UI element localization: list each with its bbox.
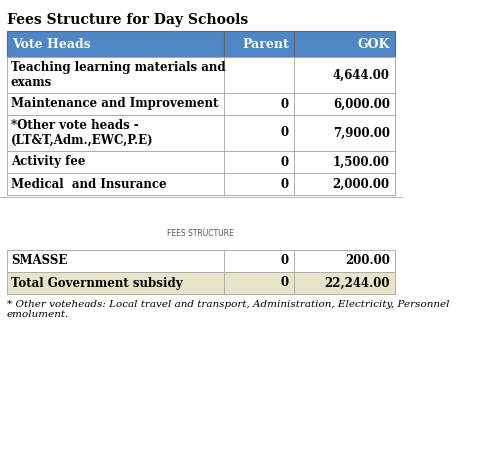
Bar [224, 93, 294, 115]
Bar [224, 31, 294, 57]
Bar [7, 250, 395, 272]
Text: Total Government subsidy: Total Government subsidy [11, 276, 182, 290]
Text: 0: 0 [281, 127, 289, 139]
Text: 0: 0 [281, 178, 289, 190]
Bar [7, 115, 224, 151]
Bar [7, 151, 224, 173]
Text: 7,900.00: 7,900.00 [333, 127, 390, 139]
Bar [7, 250, 224, 272]
Text: 0: 0 [281, 254, 289, 268]
Text: Medical  and Insurance: Medical and Insurance [11, 178, 167, 190]
Bar [294, 151, 395, 173]
Text: SMASSE: SMASSE [11, 254, 67, 268]
Bar [7, 173, 224, 195]
Bar [224, 173, 294, 195]
Text: 1,500.00: 1,500.00 [333, 155, 390, 169]
Text: Vote Heads: Vote Heads [12, 38, 91, 50]
Bar [7, 57, 224, 93]
Text: * Other voteheads: Local travel and transport, Administration, Electricity, Pers: * Other voteheads: Local travel and tran… [7, 300, 449, 319]
Text: 0: 0 [281, 97, 289, 111]
Text: GOK: GOK [358, 38, 390, 50]
Bar [7, 272, 395, 294]
Bar [224, 151, 294, 173]
Bar [294, 173, 395, 195]
Bar [224, 272, 294, 294]
Bar [294, 93, 395, 115]
Bar [224, 115, 294, 151]
Text: 6,000.00: 6,000.00 [333, 97, 390, 111]
Bar [7, 151, 395, 173]
Text: FEES STRUCTURE: FEES STRUCTURE [168, 229, 234, 238]
Text: 2,000.00: 2,000.00 [333, 178, 390, 190]
Bar [294, 250, 395, 272]
Text: Maintenance and Improvement: Maintenance and Improvement [11, 97, 218, 111]
Text: 0: 0 [281, 155, 289, 169]
Text: 200.00: 200.00 [345, 254, 390, 268]
Bar [7, 31, 224, 57]
Bar [7, 115, 395, 151]
Bar [294, 57, 395, 93]
Text: Activity fee: Activity fee [11, 155, 85, 169]
Text: 0: 0 [281, 276, 289, 290]
Bar [224, 250, 294, 272]
Text: Teaching learning materials and
exams: Teaching learning materials and exams [11, 61, 226, 89]
Bar [294, 31, 395, 57]
Bar [7, 173, 395, 195]
Bar [7, 57, 395, 93]
Text: 22,244.00: 22,244.00 [324, 276, 390, 290]
Bar [294, 31, 395, 57]
Bar [294, 115, 395, 151]
Text: 4,644.00: 4,644.00 [333, 68, 390, 81]
Bar [224, 57, 294, 93]
Bar [7, 31, 224, 57]
Text: Fees Structure for Day Schools: Fees Structure for Day Schools [7, 13, 248, 27]
Text: Parent: Parent [242, 38, 289, 50]
Bar [7, 272, 224, 294]
Bar [7, 93, 395, 115]
Bar [7, 93, 224, 115]
Bar [224, 31, 294, 57]
Bar [294, 272, 395, 294]
Text: *Other vote heads -
(LT&T,Adm.,EWC,P.E): *Other vote heads - (LT&T,Adm.,EWC,P.E) [11, 119, 154, 147]
